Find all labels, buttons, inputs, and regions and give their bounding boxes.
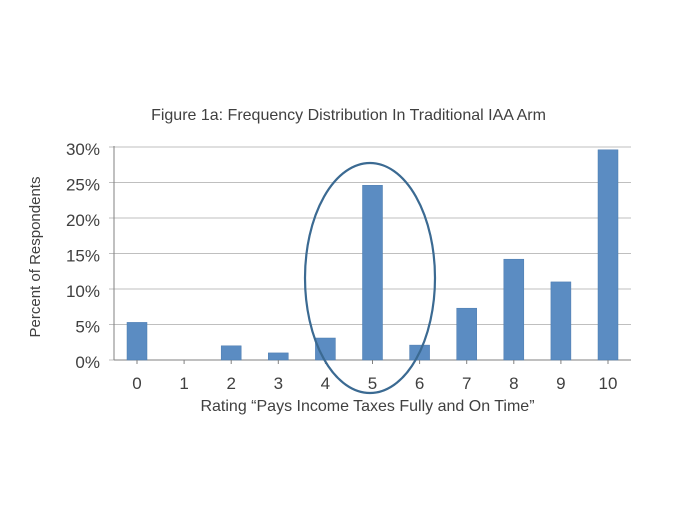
svg-text:3: 3 [274, 374, 283, 393]
svg-text:0%: 0% [75, 353, 100, 372]
svg-text:20%: 20% [66, 211, 100, 230]
svg-text:10%: 10% [66, 282, 100, 301]
svg-text:15%: 15% [66, 247, 100, 266]
svg-text:0: 0 [132, 374, 141, 393]
svg-text:30%: 30% [66, 140, 100, 159]
svg-text:8: 8 [509, 374, 518, 393]
svg-text:6: 6 [415, 374, 424, 393]
svg-text:9: 9 [556, 374, 565, 393]
svg-text:5%: 5% [75, 318, 100, 337]
svg-text:4: 4 [321, 374, 330, 393]
svg-text:5: 5 [368, 374, 377, 393]
svg-text:1: 1 [179, 374, 188, 393]
svg-text:7: 7 [462, 374, 471, 393]
svg-text:10: 10 [599, 374, 618, 393]
svg-text:25%: 25% [66, 176, 100, 195]
svg-text:2: 2 [226, 374, 235, 393]
